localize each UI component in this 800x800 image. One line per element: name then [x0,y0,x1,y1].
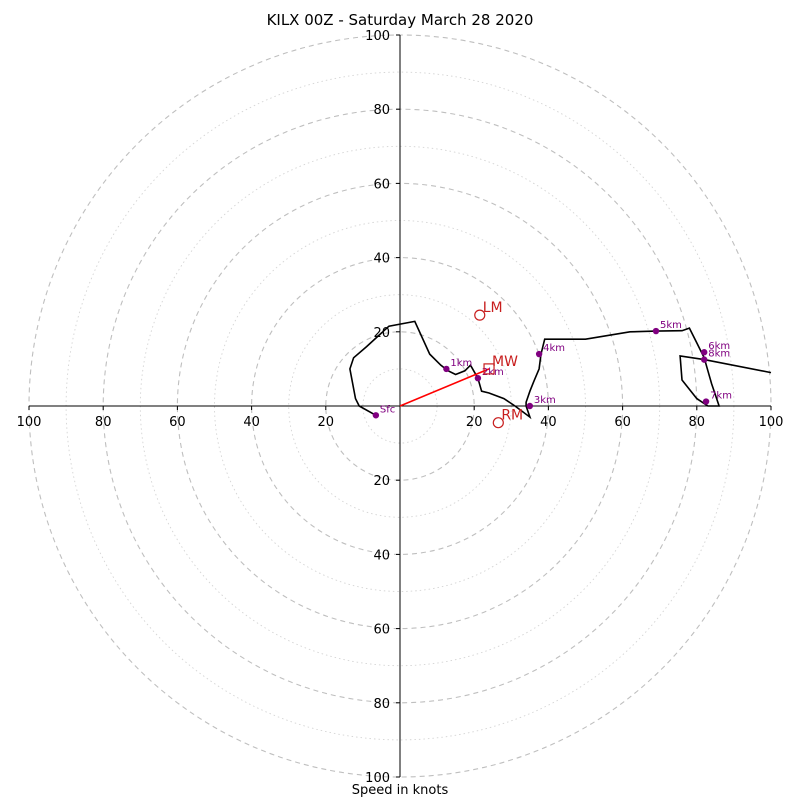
x-axis-label: Speed in knots [351,783,449,798]
height-label-7km: 7km [710,391,732,402]
chart-title: KILX 00Z - Saturday March 28 2020 [266,11,534,29]
tick-label-x: 40 [243,415,260,430]
height-marker-4km [535,350,543,358]
height-label-5km: 5km [660,320,682,331]
hodograph-trace [349,320,772,420]
storm-motion-markers: LM MW RM [474,300,523,429]
tick-label-y: 80 [373,103,390,118]
tick-label-x: 100 [759,415,784,430]
height-label-3km: 3km [534,395,556,406]
tick-label-y: 20 [373,474,390,489]
storm-marker-RM [492,417,504,429]
height-marker-7km [702,398,710,405]
height-label-1km: 1km [450,358,472,369]
height-marker-3km [526,402,534,410]
hodograph-line [349,320,772,420]
height-label-Sfc: Sfc [380,404,395,415]
tick-label-x: 60 [169,415,186,430]
height-marker-8km [701,356,708,363]
tick-label-y: 100 [365,771,390,786]
height-label-4km: 4km [543,343,565,354]
storm-label-MW: MW [492,354,518,370]
tick-label-x: 40 [540,415,557,430]
height-marker-2km [474,374,482,382]
tick-label-x: 80 [689,415,706,430]
height-marker-5km [652,327,660,335]
tick-label-y: 60 [373,623,390,638]
tick-label-x: 20 [466,415,483,430]
mean-wind-vector [399,368,490,407]
height-label-8km: 8km [708,349,730,360]
tick-label-x: 100 [17,415,42,430]
tick-label-y: 40 [373,252,390,267]
tick-label-y: 100 [365,29,390,44]
storm-marker-MW [483,363,495,375]
tick-label-y: 40 [373,548,390,563]
height-marker-6km [701,349,708,356]
tick-label-x: 80 [95,415,112,430]
height-label-6km: 6km [708,341,730,352]
storm-label-RM: RM [501,408,523,424]
tick-label-x: 60 [614,415,631,430]
tick-label-y: 80 [373,697,390,712]
height-marker-Sfc [372,412,380,419]
shear-vector [399,368,490,407]
height-label-2km: 2km [482,367,504,378]
tick-label-x: 20 [318,415,335,430]
height-marker-1km [443,365,450,373]
storm-marker-LM [474,309,486,321]
tick-label-y: 60 [373,177,390,192]
storm-label-LM: LM [483,300,503,316]
